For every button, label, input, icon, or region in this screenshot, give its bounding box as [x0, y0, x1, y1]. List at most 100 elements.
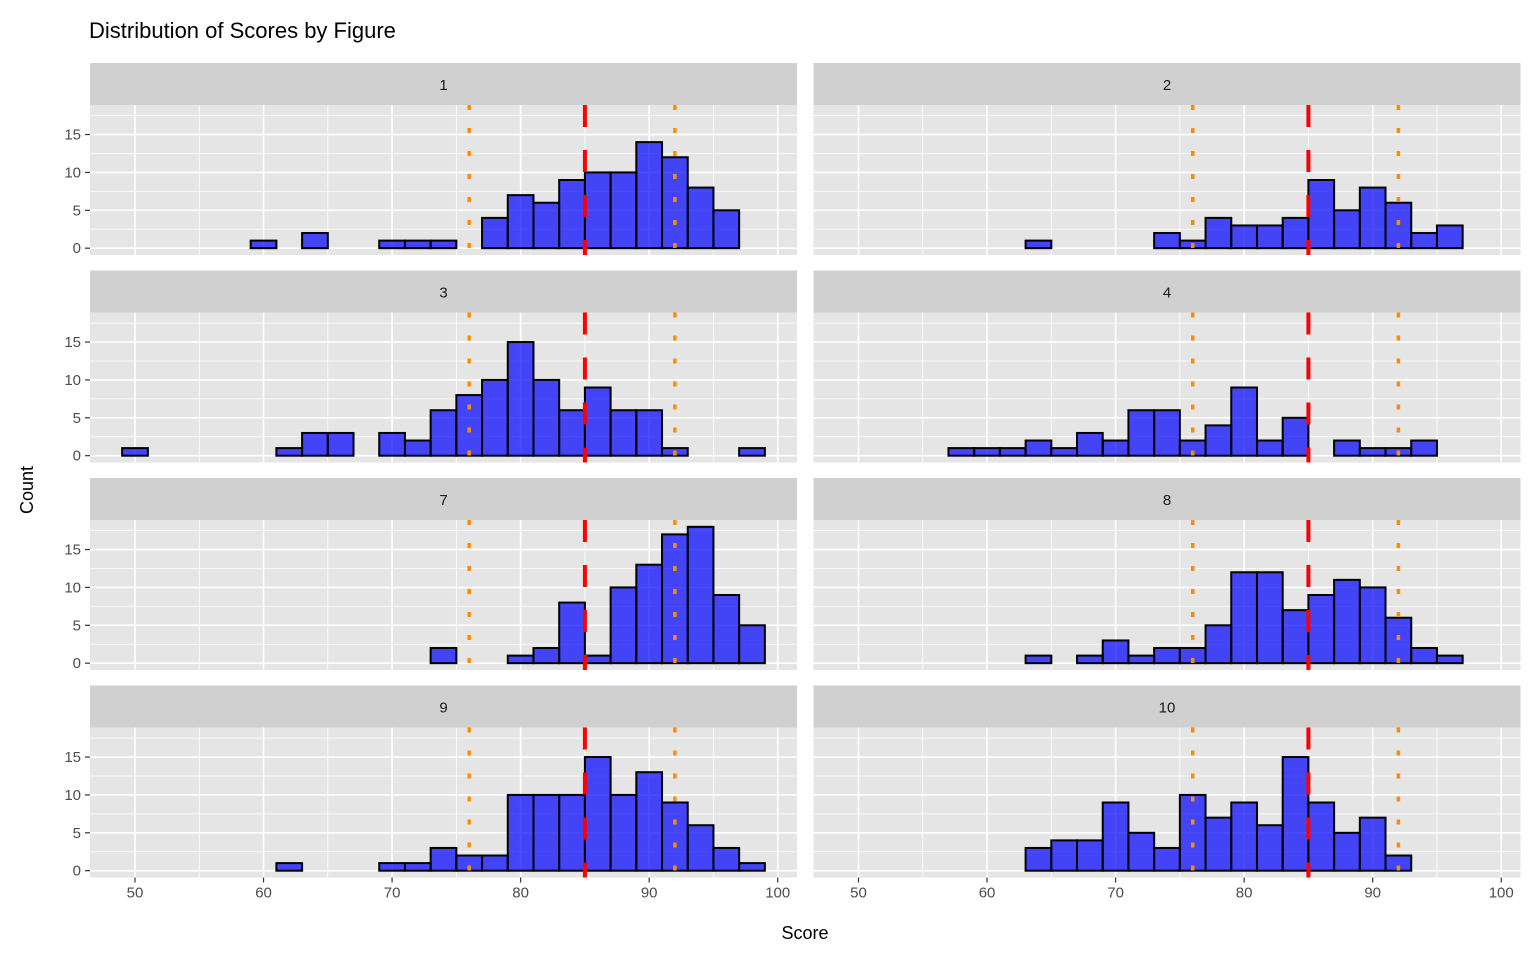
- histogram-bar: [635, 141, 664, 250]
- y-tick-label: 10: [64, 579, 81, 596]
- histogram-bar: [609, 793, 638, 872]
- histogram-bar: [609, 586, 638, 665]
- histogram-bar: [1281, 416, 1310, 457]
- histogram-bar: [738, 862, 766, 872]
- histogram-bar: [1050, 839, 1079, 872]
- histogram-bar: [1410, 439, 1438, 457]
- histogram-bar: [1204, 624, 1233, 665]
- histogram-bar: [1127, 831, 1156, 872]
- histogram-bar: [1333, 578, 1361, 665]
- y-tick-label: 5: [73, 617, 81, 634]
- facet-panel-10: 10 50 60 70 80 90 100: [813, 685, 1521, 902]
- histogram-bar: [583, 171, 612, 250]
- histogram-bar: [1307, 801, 1336, 872]
- histogram-bar: [249, 239, 278, 250]
- histogram-bar: [1153, 647, 1181, 665]
- histogram-bar: [481, 216, 509, 250]
- x-tick-label: 80: [1236, 885, 1253, 902]
- histogram-bar: [532, 378, 561, 457]
- facet-strip: [813, 63, 1521, 105]
- facet-panel-4: 4: [813, 270, 1521, 463]
- facet-strip-label: 9: [439, 700, 447, 717]
- histogram-bar: [583, 654, 612, 665]
- facet-strip: [813, 478, 1521, 520]
- x-tick-label: 90: [641, 885, 658, 902]
- histogram-bar: [1410, 647, 1438, 665]
- facet-strip: [90, 685, 797, 728]
- histogram-bar: [1204, 424, 1233, 457]
- histogram-bar: [635, 771, 664, 872]
- histogram-bar: [1255, 571, 1284, 665]
- histogram-bar: [403, 862, 432, 872]
- histogram-bar: [121, 447, 149, 457]
- histogram-bar: [1153, 409, 1181, 457]
- x-axis-title: Score: [781, 923, 828, 943]
- y-tick-label: 10: [64, 787, 81, 804]
- histogram-bar: [301, 431, 329, 457]
- histogram-bar: [429, 409, 458, 457]
- x-tick-label: 100: [765, 885, 790, 902]
- histogram-bar: [1384, 201, 1413, 250]
- histogram-bar: [1230, 571, 1258, 665]
- y-tick-label: 15: [64, 334, 81, 351]
- facet-panel-7: 7 0 5 10 15: [64, 478, 797, 672]
- facet-strip: [90, 63, 797, 105]
- y-tick-label: 10: [64, 372, 81, 389]
- histogram-bar: [583, 756, 612, 872]
- histogram-bar: [558, 793, 586, 872]
- y-tick-label: 0: [73, 863, 81, 880]
- facet-strip-label: 7: [439, 492, 447, 509]
- y-tick-label: 10: [64, 164, 81, 181]
- x-tick-label: 70: [1107, 885, 1124, 902]
- y-axis-title: Count: [17, 466, 37, 514]
- histogram-bar: [1178, 793, 1207, 872]
- histogram-bar: [532, 793, 561, 872]
- histogram-bar: [973, 447, 1001, 457]
- facet-strip: [90, 478, 797, 520]
- histogram-bar: [558, 601, 586, 665]
- histogram-bar: [686, 186, 715, 250]
- histogram-bar: [378, 862, 406, 872]
- histogram-bar: [481, 854, 509, 872]
- histogram-bar: [583, 386, 612, 457]
- histogram-bar: [1255, 224, 1284, 250]
- facet-panel-8: 8: [813, 478, 1521, 670]
- histogram-bar: [1230, 224, 1258, 250]
- x-tick-label: 60: [979, 885, 996, 902]
- histogram-bar: [1358, 447, 1387, 457]
- histogram-bar: [481, 378, 509, 457]
- histogram-bar: [1101, 639, 1130, 665]
- histogram-bar: [1050, 447, 1079, 457]
- histogram-bar: [558, 179, 586, 250]
- facet-strip-label: 1: [439, 77, 447, 94]
- histogram-bar: [378, 239, 406, 250]
- histogram-bar: [532, 647, 561, 665]
- histogram-bar: [1024, 846, 1053, 872]
- histogram-bar: [403, 439, 432, 457]
- facet-panel-2: 2: [813, 63, 1521, 255]
- histogram-bar: [1333, 439, 1361, 457]
- histogram-bar: [455, 394, 484, 457]
- facet-strip-label: 4: [1163, 285, 1171, 302]
- facet-strip: [813, 685, 1521, 728]
- histogram-bar: [1333, 831, 1361, 872]
- histogram-bar: [1101, 439, 1130, 457]
- histogram-bar: [1024, 654, 1053, 665]
- histogram-bar: [1230, 386, 1258, 457]
- y-tick-label: 0: [73, 240, 81, 257]
- histogram-bar: [1384, 854, 1413, 872]
- y-tick-label: 5: [73, 410, 81, 427]
- x-tick-label: 80: [512, 885, 529, 902]
- histogram-bar: [609, 171, 638, 250]
- histogram-bar: [558, 409, 586, 457]
- histogram-bar: [506, 194, 535, 250]
- histogram-bar: [1384, 616, 1413, 665]
- facet-strip-label: 3: [439, 285, 447, 302]
- histogram-bar: [1153, 846, 1181, 872]
- histogram-bar: [1255, 824, 1284, 872]
- histogram-bar: [712, 846, 741, 872]
- facet-strip-label: 2: [1163, 77, 1171, 94]
- histogram-bar: [738, 447, 766, 457]
- histogram-bar: [686, 525, 715, 665]
